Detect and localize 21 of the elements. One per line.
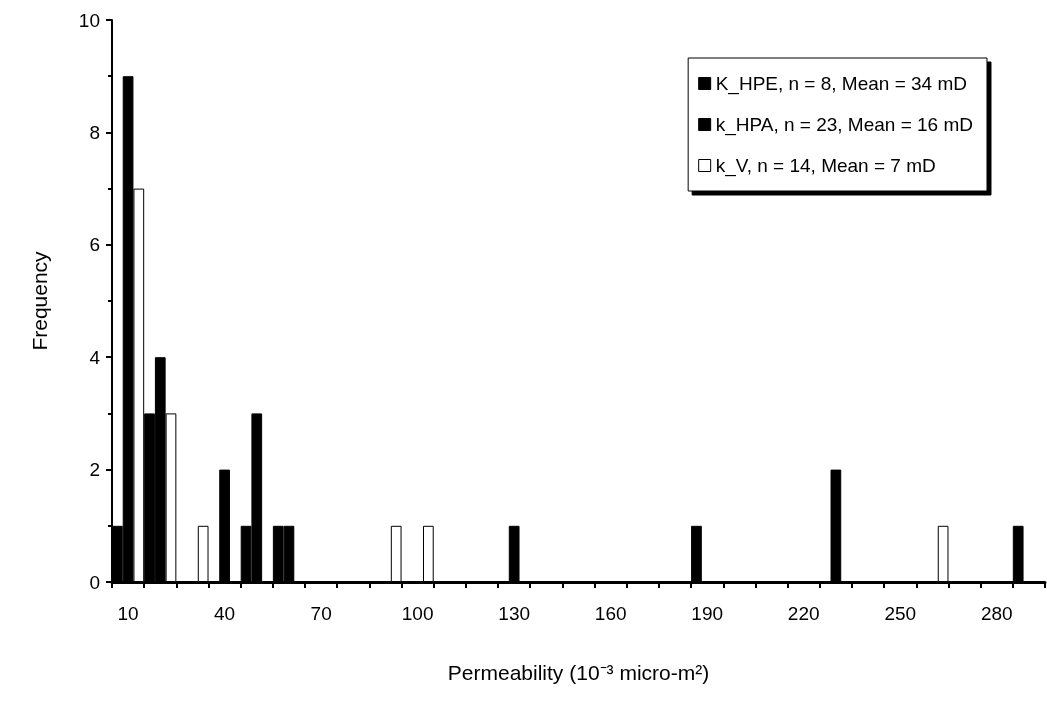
x-tick-label: 130 <box>498 603 531 624</box>
y-tick-label: 4 <box>89 346 101 368</box>
x-tick-label: 160 <box>594 603 627 624</box>
x-tick-label: 220 <box>787 603 820 624</box>
x-tick-label: 10 <box>117 603 139 624</box>
x-tick-label: 280 <box>980 603 1013 624</box>
x-axis-title: Permeability (10⁻³ micro-m²) <box>447 661 710 684</box>
x-tick-label: 40 <box>214 603 236 624</box>
legend-label: k_HPA, n = 23, Mean = 16 mD <box>715 114 974 136</box>
y-tick-label: 8 <box>89 121 100 143</box>
y-tick-label: 6 <box>89 234 100 256</box>
x-tick-label: 100 <box>401 603 434 624</box>
x-tick-label: 70 <box>310 603 332 624</box>
x-tick-label: 190 <box>691 603 724 624</box>
legend-label: k_V, n = 14, Mean = 7 mD <box>715 155 936 177</box>
y-tick-label: 0 <box>89 571 100 593</box>
y-axis-title: Frequency <box>28 250 51 351</box>
y-tick-label: 10 <box>78 9 100 31</box>
legend-label: K_HPE, n = 8, Mean = 34 mD <box>715 73 968 95</box>
x-tick-label: 250 <box>884 603 917 624</box>
y-tick-label: 2 <box>89 459 100 481</box>
